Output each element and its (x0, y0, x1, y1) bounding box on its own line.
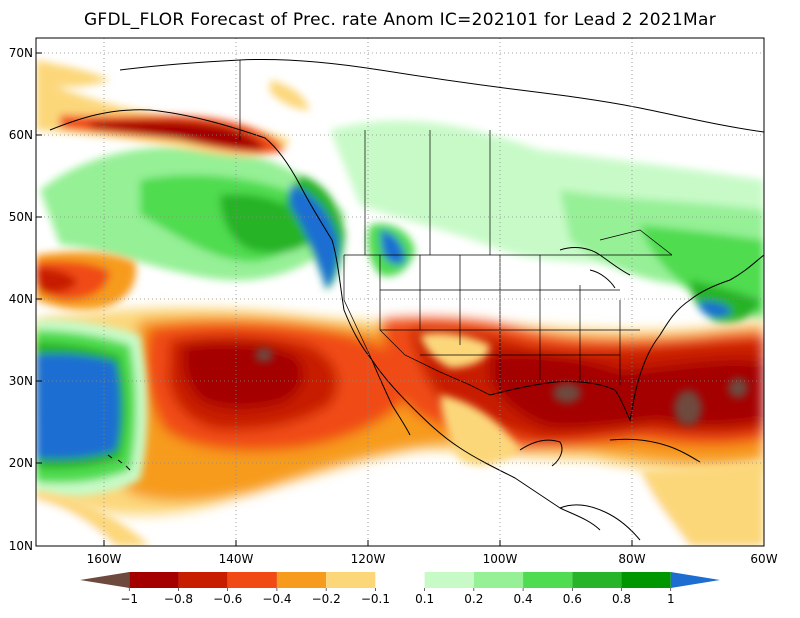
colorbar-swatch (572, 572, 622, 588)
colorbar-label: −0.4 (262, 592, 291, 606)
colorbar-swatch (424, 572, 474, 588)
anomaly-field (36, 38, 764, 546)
latitude-labels: 70N 60N 50N 40N 30N 20N 10N (9, 46, 33, 553)
colorbar-label: 1 (667, 592, 675, 606)
colorbar-swatch (523, 572, 573, 588)
lat-label-50n: 50N (9, 210, 33, 224)
colorbar-label: −0.6 (213, 592, 242, 606)
colorbar-swatch (621, 572, 671, 588)
colorbar-swatch (227, 572, 277, 588)
political-borders (239, 60, 673, 396)
colorbar-swatch (80, 572, 130, 588)
axis-ticks (36, 52, 633, 546)
colorbar: −1 −0.8 −0.6 −0.4 −0.2 −0.1 0.1 0.2 0.4 0.6 0.8 1 (80, 572, 720, 606)
lon-label-120w: 120W (351, 552, 386, 566)
lon-label-60w: 60W (750, 552, 777, 566)
colorbar-label: 0.2 (464, 592, 483, 606)
colorbar-label: −1 (120, 592, 138, 606)
gridlines (36, 38, 764, 546)
colorbar-swatch (276, 572, 327, 588)
longitude-labels: 160W 140W 120W 100W 80W 60W (87, 552, 778, 566)
colorbar-label: −0.2 (312, 592, 341, 606)
colorbar-label: 0.1 (415, 592, 434, 606)
lat-label-30n: 30N (9, 374, 33, 388)
lat-label-40n: 40N (9, 292, 33, 306)
lon-label-140w: 140W (219, 552, 254, 566)
map-title: GFDL_FLOR Forecast of Prec. rate Anom IC… (83, 10, 717, 30)
colorbar-label: −0.8 (164, 592, 193, 606)
colorbar-label: 0.4 (514, 592, 533, 606)
colorbar-swatch (375, 572, 425, 588)
lat-label-10n: 10N (9, 539, 33, 553)
colorbar-label: −0.1 (361, 592, 390, 606)
lat-label-70n: 70N (9, 46, 33, 60)
colorbar-swatch (473, 572, 524, 588)
colorbar-label: 0.6 (563, 592, 582, 606)
lat-label-20n: 20N (9, 456, 33, 470)
lon-label-100w: 100W (483, 552, 518, 566)
lat-label-60n: 60N (9, 128, 33, 142)
colorbar-swatch (670, 572, 720, 588)
colorbar-swatch (178, 572, 228, 588)
colorbar-label: 0.8 (612, 592, 631, 606)
colorbar-swatch (326, 572, 376, 588)
lon-label-160w: 160W (87, 552, 122, 566)
map-frame (35, 37, 765, 547)
lon-label-80w: 80W (618, 552, 645, 566)
colorbar-swatch (129, 572, 179, 588)
coastlines (49, 58, 764, 541)
